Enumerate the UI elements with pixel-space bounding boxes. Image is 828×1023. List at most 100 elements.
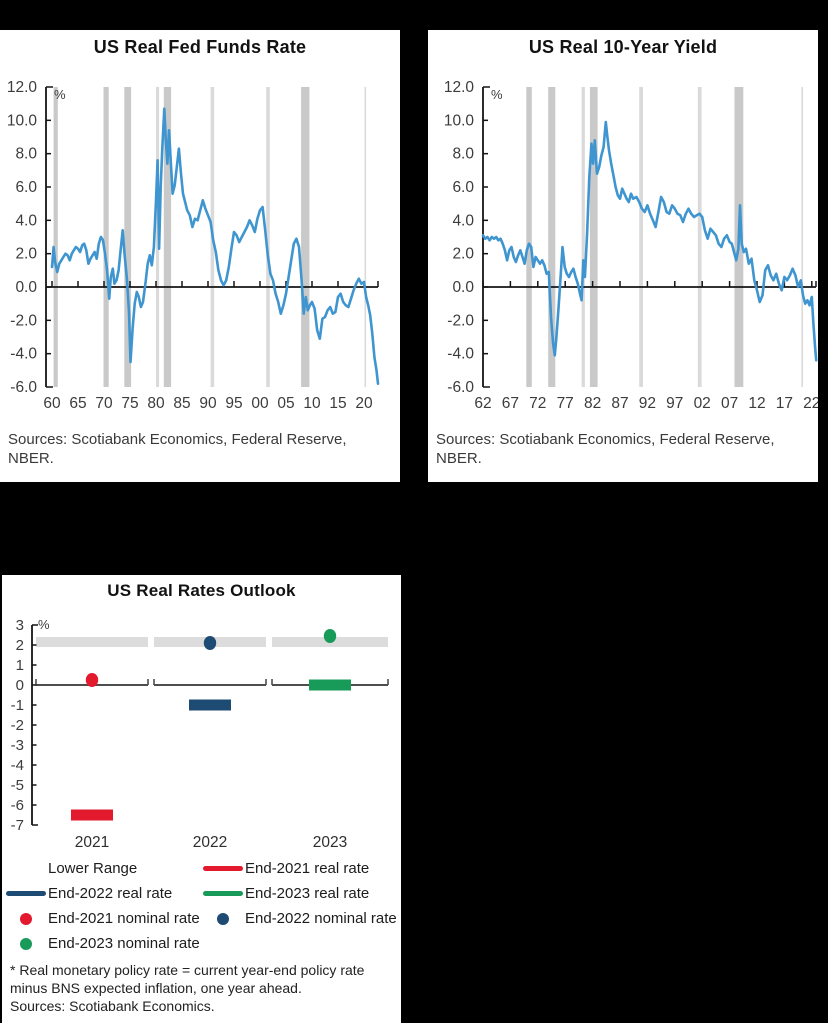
legend-row: End-2022 real rate End-2023 real rate bbox=[4, 881, 401, 906]
legend-label: End-2021 nominal rate bbox=[48, 910, 200, 927]
x-tick-label: 70 bbox=[95, 395, 113, 412]
y-axis-unit-label: % bbox=[54, 87, 66, 102]
rates-outlook-footnote: * Real monetary policy rate = current ye… bbox=[10, 962, 365, 997]
y-tick-label: -4.0 bbox=[10, 346, 37, 363]
y-tick-label: 12.0 bbox=[444, 79, 475, 96]
x-tick-label: 2023 bbox=[313, 834, 347, 851]
y-tick-label: 0.0 bbox=[452, 279, 474, 296]
x-tick-label: 2022 bbox=[193, 834, 227, 851]
y-tick-label: -4 bbox=[11, 757, 24, 774]
recession-band bbox=[548, 87, 556, 387]
x-tick-label: 77 bbox=[557, 395, 574, 412]
fed-funds-chart-title: US Real Fed Funds Rate bbox=[93, 37, 307, 57]
legend-label: End-2023 nominal rate bbox=[48, 935, 200, 952]
real-rate-bar bbox=[189, 699, 231, 711]
x-tick-label: 95 bbox=[225, 395, 242, 412]
real-rate-bar bbox=[71, 809, 113, 821]
legend-line-swatch bbox=[201, 891, 245, 896]
y-tick-label: 4.0 bbox=[15, 212, 37, 229]
y-tick-label: -6.0 bbox=[447, 379, 474, 396]
fed-funds-sources: Sources: Scotiabank Economics, Federal R… bbox=[8, 431, 347, 468]
legend-row: Lower Range End-2021 real rate bbox=[4, 856, 401, 881]
legend-item: End-2023 nominal rate bbox=[4, 935, 201, 952]
y-tick-label: -5 bbox=[11, 777, 24, 794]
y-tick-label: -2.0 bbox=[447, 312, 474, 329]
x-tick-label: 67 bbox=[502, 395, 519, 412]
y-tick-label: -2.0 bbox=[10, 312, 37, 329]
y-tick-label: 0 bbox=[16, 677, 24, 694]
y-tick-label: -2 bbox=[11, 717, 24, 734]
legend-label: End-2022 nominal rate bbox=[245, 910, 397, 927]
recession-band bbox=[801, 87, 803, 387]
y-tick-label: 10.0 bbox=[7, 112, 38, 129]
legend-row: End-2023 nominal rate bbox=[4, 931, 401, 956]
rates-outlook-chart-title: US Real Rates Outlook bbox=[107, 581, 296, 600]
x-tick-label: 20 bbox=[355, 395, 373, 412]
y-tick-label: 3 bbox=[16, 617, 24, 634]
legend-label: End-2022 real rate bbox=[48, 885, 173, 902]
10yr-yield-chart: % 12.0 10.0 8.0 6.0 4.0 2.0 0.0 -2.0 -4.0 -6.062 67… bbox=[444, 79, 818, 412]
y-tick-label: -6 bbox=[11, 797, 24, 814]
x-tick-label: 90 bbox=[199, 395, 217, 412]
x-tick-label: 87 bbox=[611, 395, 628, 412]
x-tick-label: 15 bbox=[329, 395, 346, 412]
x-tick-label: 07 bbox=[721, 395, 738, 412]
legend-row: End-2021 nominal rate End-2022 nominal ra… bbox=[4, 906, 401, 931]
nominal-rate-dot bbox=[323, 629, 337, 643]
recession-band bbox=[526, 87, 532, 387]
x-tick-label: 75 bbox=[121, 395, 138, 412]
legend-item: Lower Range bbox=[4, 860, 201, 877]
y-axis-unit-label: % bbox=[38, 617, 50, 632]
y-tick-label: 8.0 bbox=[452, 146, 474, 163]
y-tick-label: -3 bbox=[11, 737, 24, 754]
nominal-rate-dot bbox=[85, 673, 99, 687]
10yr-yield-chart-title: US Real 10-Year Yield bbox=[528, 37, 718, 57]
legend-label: End-2023 real rate bbox=[245, 885, 370, 902]
x-tick-label: 62 bbox=[474, 395, 491, 412]
recession-band bbox=[589, 87, 598, 387]
recession-band bbox=[163, 87, 172, 387]
recession-band bbox=[53, 87, 58, 387]
y-tick-label: -1 bbox=[11, 697, 24, 714]
x-tick-label: 80 bbox=[147, 395, 165, 412]
legend-item: End-2021 real rate bbox=[201, 860, 398, 877]
series-line bbox=[50, 107, 380, 386]
y-tick-label: 0.0 bbox=[15, 279, 37, 296]
x-tick-label: 72 bbox=[529, 395, 546, 412]
legend-dot-swatch bbox=[4, 937, 48, 950]
x-tick-label: 00 bbox=[251, 395, 269, 412]
real-rate-bar bbox=[309, 679, 351, 691]
legend-line-swatch bbox=[4, 891, 48, 896]
x-tick-label: 92 bbox=[639, 395, 656, 412]
legend-dot-swatch bbox=[201, 912, 245, 925]
y-axis-unit-label: % bbox=[491, 87, 503, 102]
y-tick-label: 2.0 bbox=[15, 246, 37, 263]
x-tick-label: 02 bbox=[694, 395, 711, 412]
legend-line-swatch bbox=[201, 866, 245, 871]
y-tick-label: 4.0 bbox=[452, 212, 474, 229]
legend-dot-swatch bbox=[4, 912, 48, 925]
x-tick-label: 65 bbox=[69, 395, 86, 412]
y-tick-label: -4.0 bbox=[447, 346, 474, 363]
x-tick-label: 22 bbox=[803, 395, 818, 412]
rates-outlook-legend: Lower Range End-2021 real rate End-2022 re… bbox=[4, 856, 401, 956]
fed-funds-chart: % 12.0 10.0 8.0 6.0 4.0 2.0 0.0 -2.0 -4.0 -6.0 60 65… bbox=[7, 79, 380, 412]
y-tick-label: 6.0 bbox=[15, 179, 37, 196]
y-tick-label: 12.0 bbox=[7, 79, 38, 96]
x-tick-label: 05 bbox=[277, 395, 294, 412]
rates-outlook-chart: 3 2 1 0 -1 -2 -3 -4 -5 -6 -7% 2021 2022 2023 bbox=[11, 617, 389, 851]
legend-label: Lower Range bbox=[48, 860, 138, 877]
y-tick-label: -7 bbox=[11, 817, 24, 834]
x-tick-label: 97 bbox=[666, 395, 683, 412]
x-tick-label: 60 bbox=[43, 395, 61, 412]
y-tick-label: 2 bbox=[16, 637, 24, 654]
recession-band bbox=[124, 87, 132, 387]
legend-item: End-2021 nominal rate bbox=[4, 910, 201, 927]
x-tick-label: 85 bbox=[173, 395, 190, 412]
10yr-yield-sources: Sources: Scotiabank Economics, Federal R… bbox=[436, 431, 775, 468]
x-tick-label: 12 bbox=[748, 395, 765, 412]
nominal-rate-dot bbox=[203, 636, 217, 650]
series-line bbox=[481, 120, 818, 362]
y-tick-label: 2.0 bbox=[452, 246, 474, 263]
